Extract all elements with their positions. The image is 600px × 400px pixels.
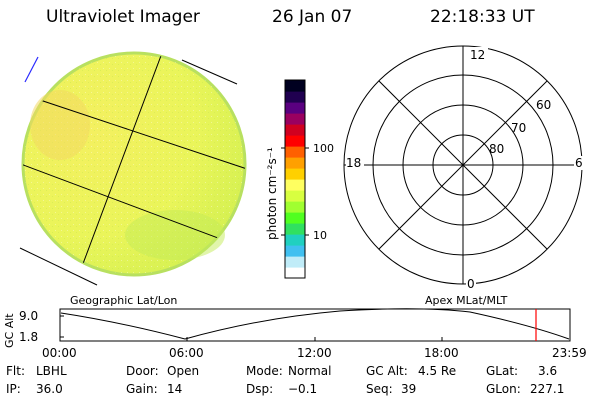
mode-value: Normal: [288, 364, 332, 378]
mlt-label-18: 18: [346, 156, 361, 170]
bright-region: [30, 90, 90, 160]
colorbar-segment: [285, 113, 305, 125]
timeline-xtick-1: 06:00: [169, 346, 204, 360]
colorbar-unit-label: photon cm⁻²s⁻¹: [265, 147, 279, 240]
mlat-label-80: 80: [489, 142, 504, 156]
image-date: 26 Jan 07: [272, 7, 353, 27]
dsp-value: −0.1: [288, 382, 318, 396]
gain-value: 14: [167, 382, 183, 396]
ip-value: 36.0: [36, 382, 63, 396]
gain-label: Gain:: [126, 382, 158, 396]
colorbar-segment: [285, 201, 305, 213]
image-caption: Geographic Lat/Lon: [70, 294, 177, 307]
glat-label: GLat:: [486, 364, 519, 378]
timeline-xtick-3: 18:00: [424, 346, 459, 360]
seq-label: Seq:: [366, 382, 393, 396]
glon-label: GLon:: [486, 382, 521, 396]
dsp-label: Dsp:: [246, 382, 274, 396]
polar-caption: Apex MLat/MLT: [425, 294, 508, 307]
colorbar-segment: [285, 146, 305, 158]
timeline-xtick-4: 23:59: [552, 346, 587, 360]
grid-outside: [19, 59, 238, 286]
mlat-label-60: 60: [536, 98, 551, 112]
timeline-xtick-2: 12:00: [297, 346, 332, 360]
mode-label: Mode:: [246, 364, 283, 378]
colorbar-segment: [285, 179, 305, 191]
image-time: 22:18:33 UT: [430, 7, 535, 27]
colorbar-segment: [285, 80, 305, 92]
colorbar-segment: [285, 91, 305, 103]
colorbar-tick-10: 10: [313, 229, 327, 242]
colorbar-segment: [285, 223, 305, 235]
colorbar-segment: [285, 168, 305, 180]
colorbar-tick-100: 100: [313, 142, 334, 155]
gcalt-value: 4.5 Re: [418, 364, 457, 378]
limb-marker: [24, 56, 39, 83]
colorbar: 100 10 photon cm⁻²s⁻¹: [265, 79, 334, 279]
meridian-diag-2: [378, 80, 548, 250]
glon-value: 227.1: [530, 382, 565, 396]
ip-label: IP:: [6, 382, 21, 396]
colorbar-segment: [285, 190, 305, 202]
altitude-timeline: 9.0 1.8 GC Alt 00:00 06:00 12:00 18:00 2…: [3, 308, 587, 360]
colorbar-segment: [285, 157, 305, 169]
colorbar-segment: [285, 135, 305, 147]
timeline-axis-label: GC Alt: [3, 313, 16, 348]
colorbar-segment: [285, 234, 305, 246]
glat-value: 3.6: [538, 364, 558, 378]
geographic-grid: [23, 53, 245, 275]
colorbar-segment: [285, 124, 305, 136]
timeline-ytick-high: 9.0: [19, 309, 38, 323]
timeline-ytick-low: 1.8: [19, 330, 38, 344]
mlt-label-12: 12: [470, 48, 485, 62]
door-value: Open: [167, 364, 200, 378]
seq-value: 39: [401, 382, 417, 396]
flt-label: Flt:: [6, 364, 25, 378]
polar-mlat-mlt-plot: [343, 45, 583, 285]
door-label: Door:: [126, 364, 159, 378]
colorbar-segment: [285, 102, 305, 114]
altitude-curve: [60, 308, 570, 340]
dim-region: [125, 210, 225, 260]
timeline-xtick-0: 00:00: [42, 346, 77, 360]
colorbar-segment: [285, 267, 305, 279]
uvi-image-panel: [19, 51, 247, 286]
mlt-label-6: 6: [575, 156, 583, 170]
colorbar-segment: [285, 212, 305, 224]
mlat-label-70: 70: [511, 121, 526, 135]
colorbar-segment: [285, 256, 305, 268]
flt-value: LBHL: [36, 364, 67, 378]
mlt-label-0: 0: [467, 277, 475, 291]
gcalt-label: GC Alt:: [366, 364, 408, 378]
colorbar-segment: [285, 245, 305, 257]
instrument-title: Ultraviolet Imager: [46, 7, 200, 27]
